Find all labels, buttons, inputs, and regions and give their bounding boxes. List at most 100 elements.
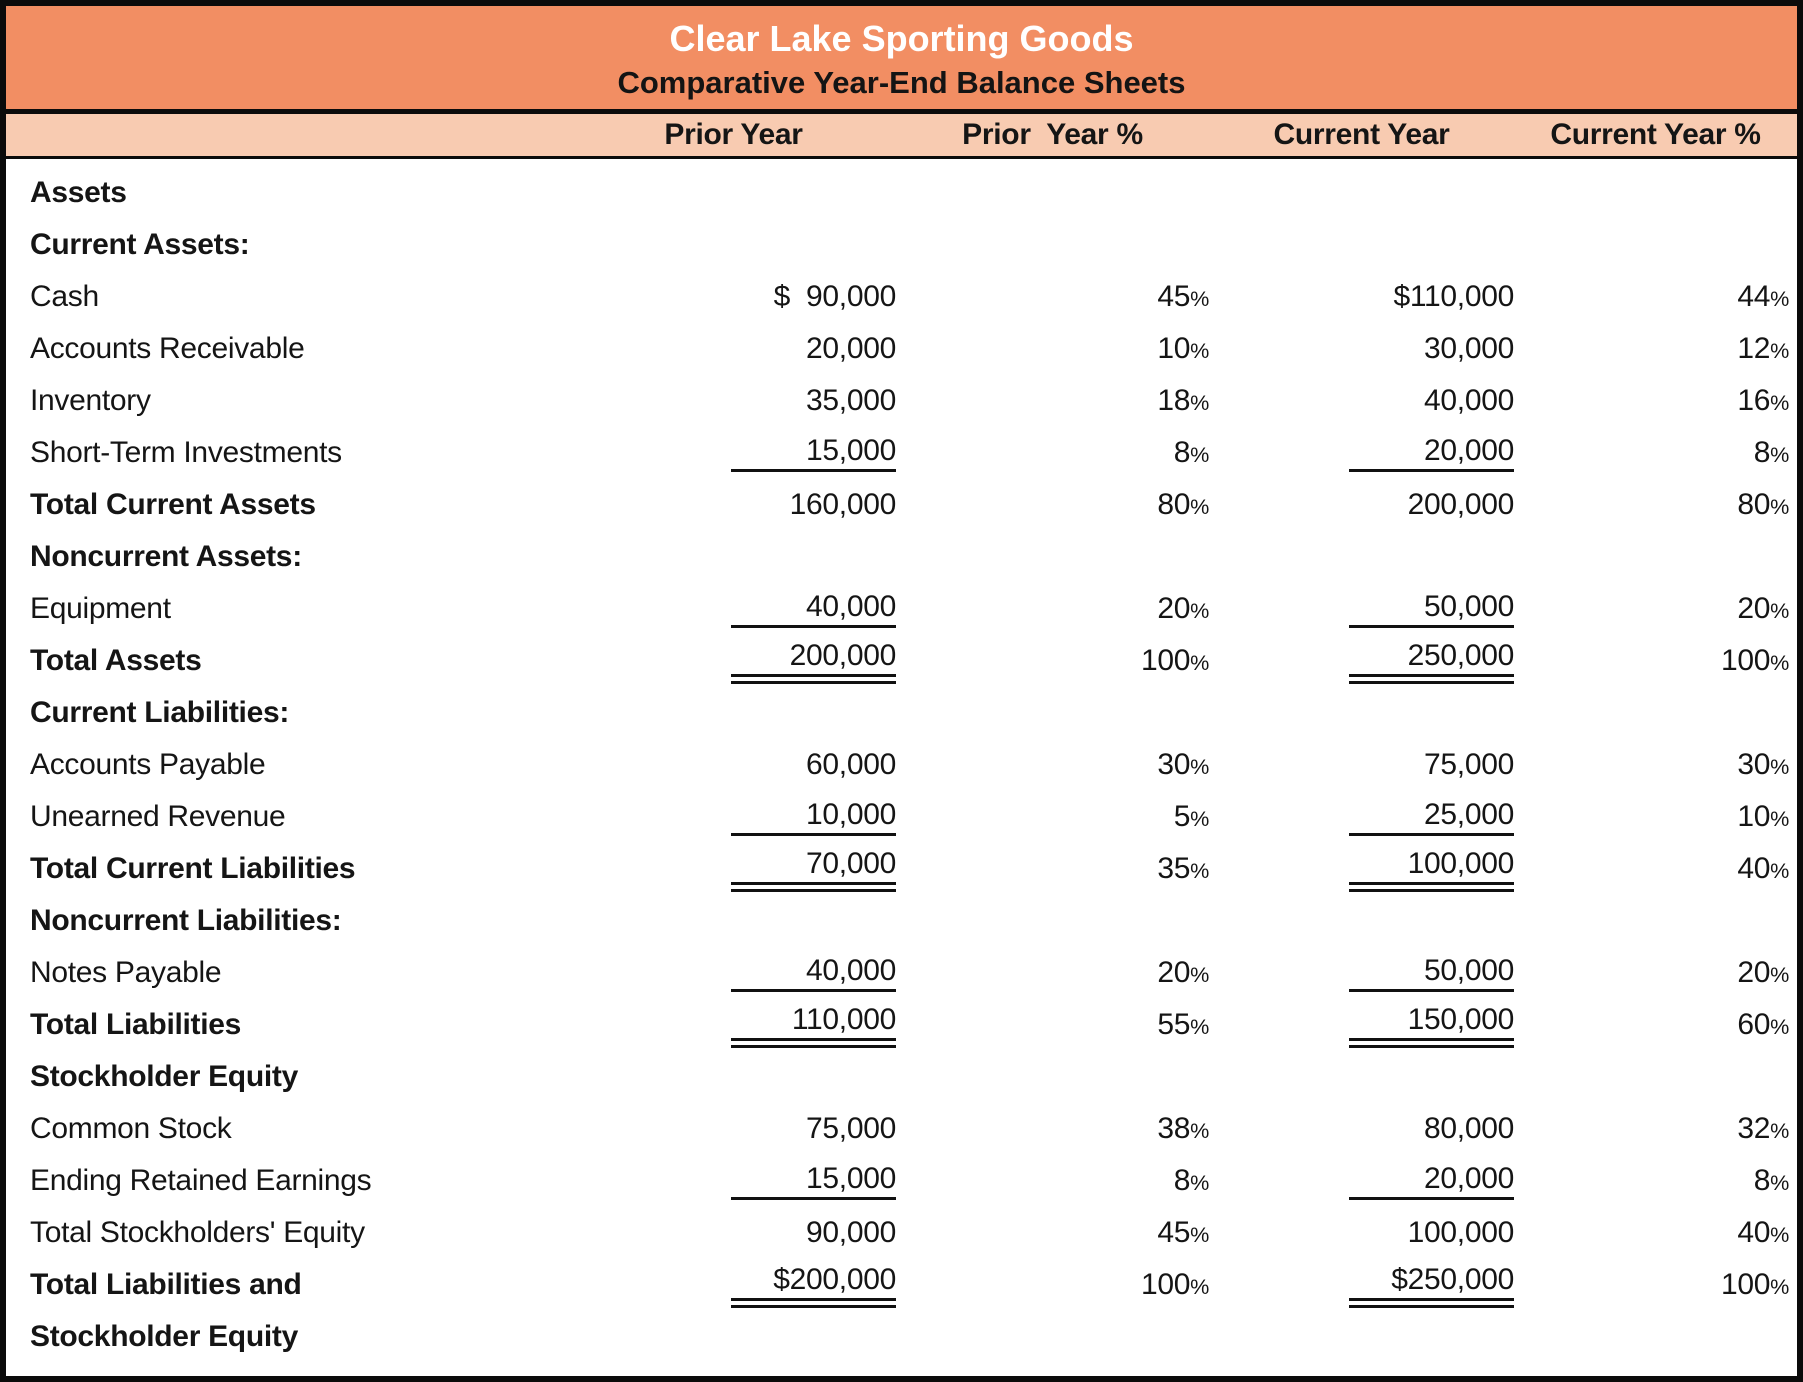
current-year-percent: 20% [1737, 956, 1789, 989]
prior-year-amount-cell: 35,000 [571, 384, 896, 419]
prior-year-amount [731, 201, 896, 202]
table-row: Stockholder Equity [6, 1051, 1797, 1103]
prior-year-amount-cell: 15,000 [571, 1162, 896, 1200]
current-year-percent: 40% [1737, 852, 1789, 885]
percent-sign: % [1770, 1118, 1789, 1143]
row-label: Ending Retained Earnings [30, 1164, 372, 1197]
row-label: Cash [30, 280, 99, 313]
current-year-amount [1349, 929, 1514, 930]
current-year-percent: 32% [1737, 1112, 1789, 1145]
percent-sign: % [1770, 286, 1789, 311]
prior-year-percent: 55% [1157, 1008, 1209, 1041]
percent-sign: % [1770, 1222, 1789, 1247]
prior-year-amount [731, 565, 896, 566]
current-year-amount-cell [1209, 1320, 1514, 1354]
current-year-amount [1349, 1345, 1514, 1346]
percent-sign: % [1770, 754, 1789, 779]
row-label: Total Liabilities [30, 1008, 242, 1041]
current-year-amount: $110,000 [1393, 279, 1514, 313]
prior-year-percent: 8% [1173, 1164, 1210, 1197]
current-year-percent: 20% [1737, 592, 1789, 625]
current-year-amount: 100,000 [1407, 1215, 1515, 1249]
prior-year-amount-cell: $200,000 [571, 1263, 896, 1308]
current-year-percent: 8% [1753, 436, 1790, 469]
current-year-amount-cell: 30,000 [1209, 332, 1514, 367]
percent-sign: % [1190, 1222, 1209, 1247]
prior-year-amount-cell: 75,000 [571, 1112, 896, 1147]
table-row: Noncurrent Liabilities: [6, 895, 1797, 947]
current-year-amount-cell: 20,000 [1209, 434, 1514, 472]
percent-sign: % [1770, 650, 1789, 675]
current-year-amount-cell: 25,000 [1209, 798, 1514, 836]
prior-year-amount-cell: 20,000 [571, 332, 896, 367]
prior-year-amount: 20,000 [806, 331, 896, 365]
percent-sign: % [1770, 338, 1789, 363]
percent-sign: % [1770, 442, 1789, 467]
current-year-amount-cell [1209, 176, 1514, 210]
prior-year-amount: 90,000 [806, 1215, 896, 1249]
percent-sign: % [1770, 1170, 1789, 1195]
percent-sign: % [1770, 598, 1789, 623]
current-year-amount-cell [1209, 696, 1514, 730]
current-year-amount-cell [1209, 904, 1514, 938]
prior-year-percent: 10% [1157, 332, 1209, 365]
current-year-amount-cell: 150,000 [1209, 1003, 1514, 1048]
current-year-percent: 100% [1720, 644, 1789, 677]
table-row: Ending Retained Earnings 15,000 8% 20,00… [6, 1155, 1797, 1207]
current-year-amount-cell: 20,000 [1209, 1162, 1514, 1200]
row-label: Total Current Assets [30, 488, 316, 521]
table-row: Equipment 40,000 20% 50,000 20% [6, 583, 1797, 635]
percent-sign: % [1770, 1274, 1789, 1299]
percent-sign: % [1190, 962, 1209, 987]
current-year-amount [1349, 721, 1514, 722]
prior-year-amount: 10,000 [731, 798, 896, 836]
percent-sign: % [1190, 754, 1209, 779]
row-label: Stockholder Equity [30, 1060, 298, 1093]
row-label: Noncurrent Liabilities: [30, 904, 342, 937]
current-year-percent: 40% [1737, 1216, 1789, 1249]
current-year-amount: 75,000 [1424, 747, 1514, 781]
current-year-amount [1349, 565, 1514, 566]
table-row: Total Current Liabilities 70,000 35% 100… [6, 843, 1797, 895]
prior-year-amount-cell: 15,000 [571, 434, 896, 472]
report-header: Clear Lake Sporting Goods Comparative Ye… [6, 6, 1797, 114]
current-year-percent: 44% [1737, 280, 1789, 313]
prior-year-amount-cell [571, 696, 896, 730]
prior-year-percent: 20% [1157, 592, 1209, 625]
prior-year-percent: 35% [1157, 852, 1209, 885]
table-row: Total Liabilities and $200,000 100% $250… [6, 1259, 1797, 1311]
percent-sign: % [1190, 806, 1209, 831]
current-year-amount: 40,000 [1424, 383, 1514, 417]
percent-sign: % [1190, 442, 1209, 467]
table-row: Accounts Receivable 20,000 10% 30,000 12… [6, 323, 1797, 375]
column-header-current-year-percent: Current Year % [1550, 118, 1761, 151]
current-year-amount: 100,000 [1349, 847, 1514, 892]
prior-year-amount-cell [571, 1320, 896, 1354]
table-row: Total Liabilities 110,000 55% 150,000 60… [6, 999, 1797, 1051]
prior-year-amount: 15,000 [731, 434, 896, 472]
current-year-percent: 16% [1737, 384, 1789, 417]
prior-year-amount-cell: 60,000 [571, 748, 896, 783]
current-year-amount: 50,000 [1349, 590, 1514, 628]
row-label: Stockholder Equity [30, 1320, 298, 1353]
prior-year-percent: 45% [1157, 280, 1209, 313]
row-label: Common Stock [30, 1112, 232, 1145]
prior-year-percent: 18% [1157, 384, 1209, 417]
percent-sign: % [1190, 598, 1209, 623]
company-name: Clear Lake Sporting Goods [669, 18, 1134, 59]
column-header-prior-year: Prior Year [664, 118, 803, 151]
current-year-amount-cell: 75,000 [1209, 748, 1514, 783]
current-year-amount [1349, 1085, 1514, 1086]
percent-sign: % [1190, 1274, 1209, 1299]
prior-year-amount-cell: 40,000 [571, 954, 896, 992]
current-year-amount: 25,000 [1349, 798, 1514, 836]
table-row: Cash $ 90,000 45% $110,000 44% [6, 271, 1797, 323]
prior-year-amount-cell [571, 540, 896, 574]
row-label: Unearned Revenue [30, 800, 286, 833]
prior-year-percent: 45% [1157, 1216, 1209, 1249]
prior-year-amount: 160,000 [789, 487, 897, 521]
prior-year-amount: 40,000 [731, 590, 896, 628]
row-label: Total Liabilities and [30, 1268, 302, 1301]
current-year-amount: 20,000 [1349, 1162, 1514, 1200]
current-year-amount-cell: 100,000 [1209, 847, 1514, 892]
